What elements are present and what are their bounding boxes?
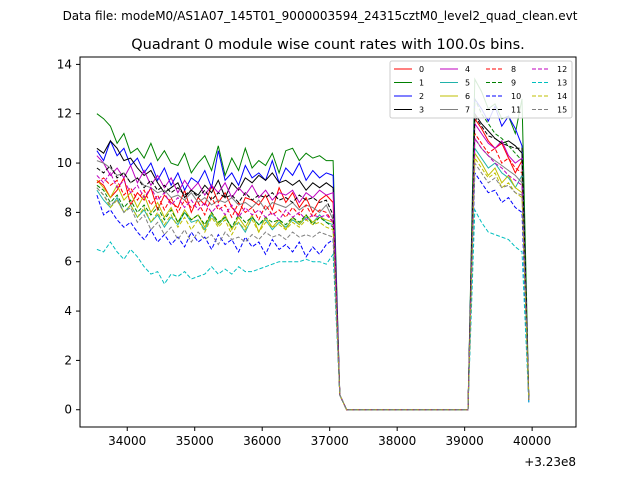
- legend-label-12: 12: [557, 65, 567, 74]
- legend-label-14: 14: [557, 92, 567, 101]
- x-tick-label: 38000: [378, 434, 416, 448]
- legend-label-8: 8: [511, 65, 516, 74]
- axes-frame: [79, 56, 577, 428]
- legend-label-1: 1: [419, 79, 424, 88]
- y-tick-label: 6: [64, 255, 72, 269]
- y-tick-label: 10: [57, 156, 72, 170]
- x-tick-label: 37000: [311, 434, 349, 448]
- legend-label-4: 4: [465, 65, 470, 74]
- y-tick-label: 8: [64, 205, 72, 219]
- legend-label-9: 9: [511, 79, 516, 88]
- series-line-15: [96, 161, 530, 411]
- legend-label-7: 7: [465, 106, 470, 115]
- ticks-layer: 34000 35000 36000 37000 38000 39000 40000 0 2 4 6 8…: [57, 57, 552, 448]
- y-tick-label: 4: [64, 304, 72, 318]
- y-tick-label: 14: [57, 57, 72, 71]
- x-offset-label: +3.23e8: [524, 455, 576, 469]
- x-tick-label: 40000: [513, 434, 551, 448]
- legend-label-6: 6: [465, 92, 470, 101]
- y-tick-label: 2: [64, 353, 72, 367]
- legend-label-15: 15: [557, 106, 567, 115]
- chart-suptitle: Data file: modeM0/AS1A07_145T01_90000035…: [63, 9, 578, 23]
- lines-layer: [96, 77, 530, 411]
- legend-label-0: 0: [419, 65, 424, 74]
- chart-title: Quadrant 0 module wise count rates with …: [131, 37, 525, 53]
- x-tick-label: 34000: [108, 434, 146, 448]
- legend-label-10: 10: [511, 92, 521, 101]
- legend-label-11: 11: [511, 106, 521, 115]
- legend-label-5: 5: [465, 79, 470, 88]
- legend-label-3: 3: [419, 106, 424, 115]
- y-tick-label: 0: [64, 403, 72, 417]
- x-tick-label: 35000: [176, 434, 214, 448]
- legend-label-13: 13: [557, 79, 567, 88]
- x-tick-label: 36000: [243, 434, 281, 448]
- y-tick-label: 12: [57, 107, 72, 121]
- x-tick-label: 39000: [446, 434, 484, 448]
- legend-label-2: 2: [419, 92, 424, 101]
- legend-frame: [389, 60, 573, 119]
